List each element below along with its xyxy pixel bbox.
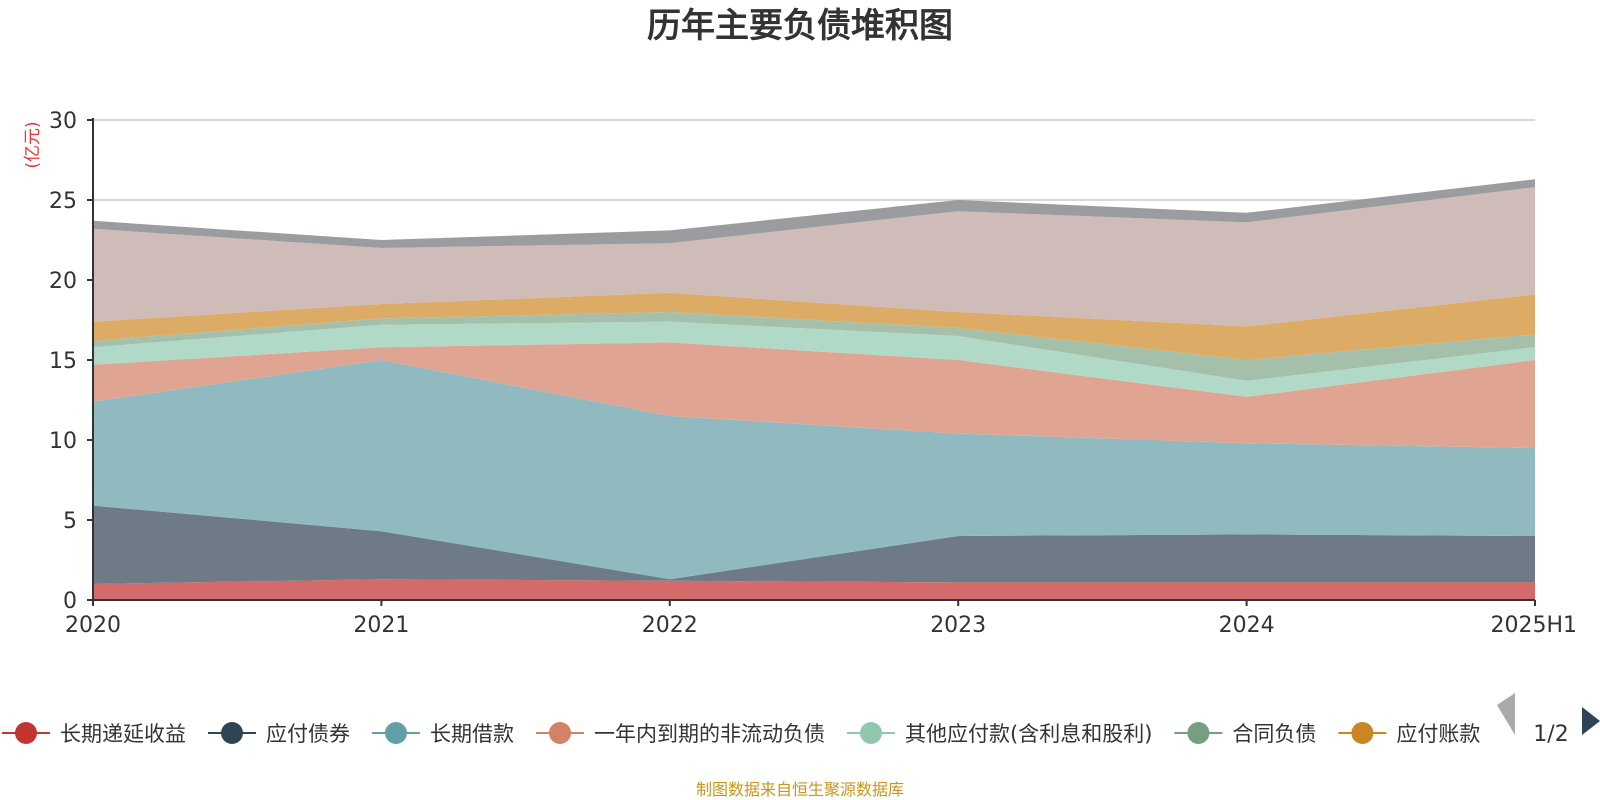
axes: 2020 2021 2022 2023 2024 2025H1 bbox=[65, 118, 1577, 638]
legend-label: 合同负债 bbox=[1232, 722, 1316, 746]
area-series-9 bbox=[93, 179, 1535, 248]
legend: 长期递延收益 应付债券 长期借款 一年内到期的非流动负债 其他应付款(含利息和股利) 合同… bbox=[2, 722, 1480, 746]
area-series-5 bbox=[93, 321, 1535, 397]
legend-label: 一年内到期的非流动负债 bbox=[594, 722, 825, 746]
legend-item[interactable]: 应付账款 bbox=[1338, 722, 1480, 746]
area-series-3 bbox=[93, 360, 1535, 580]
legend-label: 应付债券 bbox=[266, 722, 350, 746]
legend-label: 应付账款 bbox=[1396, 722, 1480, 746]
legend-marker-icon bbox=[1187, 722, 1210, 744]
y-tick-label: 15 bbox=[49, 349, 77, 374]
legend-item[interactable]: 长期借款 bbox=[372, 722, 514, 746]
area-series bbox=[93, 179, 1535, 600]
legend-prev-page-icon[interactable] bbox=[1497, 693, 1515, 735]
y-tick-label: 25 bbox=[49, 189, 77, 214]
y-tick-label: 20 bbox=[49, 269, 77, 294]
area-series-2 bbox=[93, 505, 1535, 584]
y-tick-label: 30 bbox=[49, 109, 77, 134]
data-source-note: 制图数据来自恒生聚源数据库 bbox=[696, 780, 904, 799]
x-tick-label: 2020 bbox=[65, 613, 121, 638]
legend-item[interactable]: 应付债券 bbox=[208, 722, 350, 746]
area-series-4 bbox=[93, 342, 1535, 448]
y-tick-label: 5 bbox=[63, 509, 77, 534]
x-tick-label: 2025H1 bbox=[1490, 613, 1577, 638]
area-series-8 bbox=[93, 187, 1535, 327]
legend-marker-icon bbox=[860, 722, 882, 744]
x-tick-label: 2022 bbox=[642, 613, 698, 638]
chart-title: 历年主要负债堆积图 bbox=[647, 6, 953, 46]
legend-pager: 1/2 bbox=[1497, 693, 1600, 747]
area-series-1 bbox=[93, 579, 1535, 600]
legend-marker-icon bbox=[385, 722, 407, 744]
x-tick-label: 2023 bbox=[930, 613, 986, 638]
legend-item[interactable]: 其他应付款(含利息和股利) bbox=[847, 722, 1152, 746]
x-tick-label: 2021 bbox=[353, 613, 409, 638]
y-tick-label: 0 bbox=[63, 589, 77, 614]
y-tick-label: 10 bbox=[49, 429, 77, 454]
y-axis-unit-label: (亿元) bbox=[23, 121, 43, 168]
legend-marker-icon bbox=[1351, 722, 1374, 744]
area-series-6 bbox=[93, 312, 1535, 381]
legend-item[interactable]: 一年内到期的非流动负债 bbox=[536, 722, 825, 746]
legend-marker-icon bbox=[15, 722, 37, 744]
area-series-7 bbox=[93, 292, 1535, 360]
legend-item[interactable]: 合同负债 bbox=[1174, 722, 1316, 746]
legend-next-page-icon[interactable] bbox=[1582, 707, 1600, 735]
legend-marker-icon bbox=[549, 722, 571, 744]
legend-label: 长期递延收益 bbox=[60, 722, 186, 746]
legend-label: 其他应付款(含利息和股利) bbox=[905, 722, 1152, 746]
legend-item[interactable]: 长期递延收益 bbox=[2, 722, 186, 746]
legend-page-indicator: 1/2 bbox=[1533, 722, 1568, 747]
x-tick-label: 2024 bbox=[1219, 613, 1275, 638]
legend-marker-icon bbox=[221, 722, 243, 744]
legend-label: 长期借款 bbox=[430, 722, 514, 746]
